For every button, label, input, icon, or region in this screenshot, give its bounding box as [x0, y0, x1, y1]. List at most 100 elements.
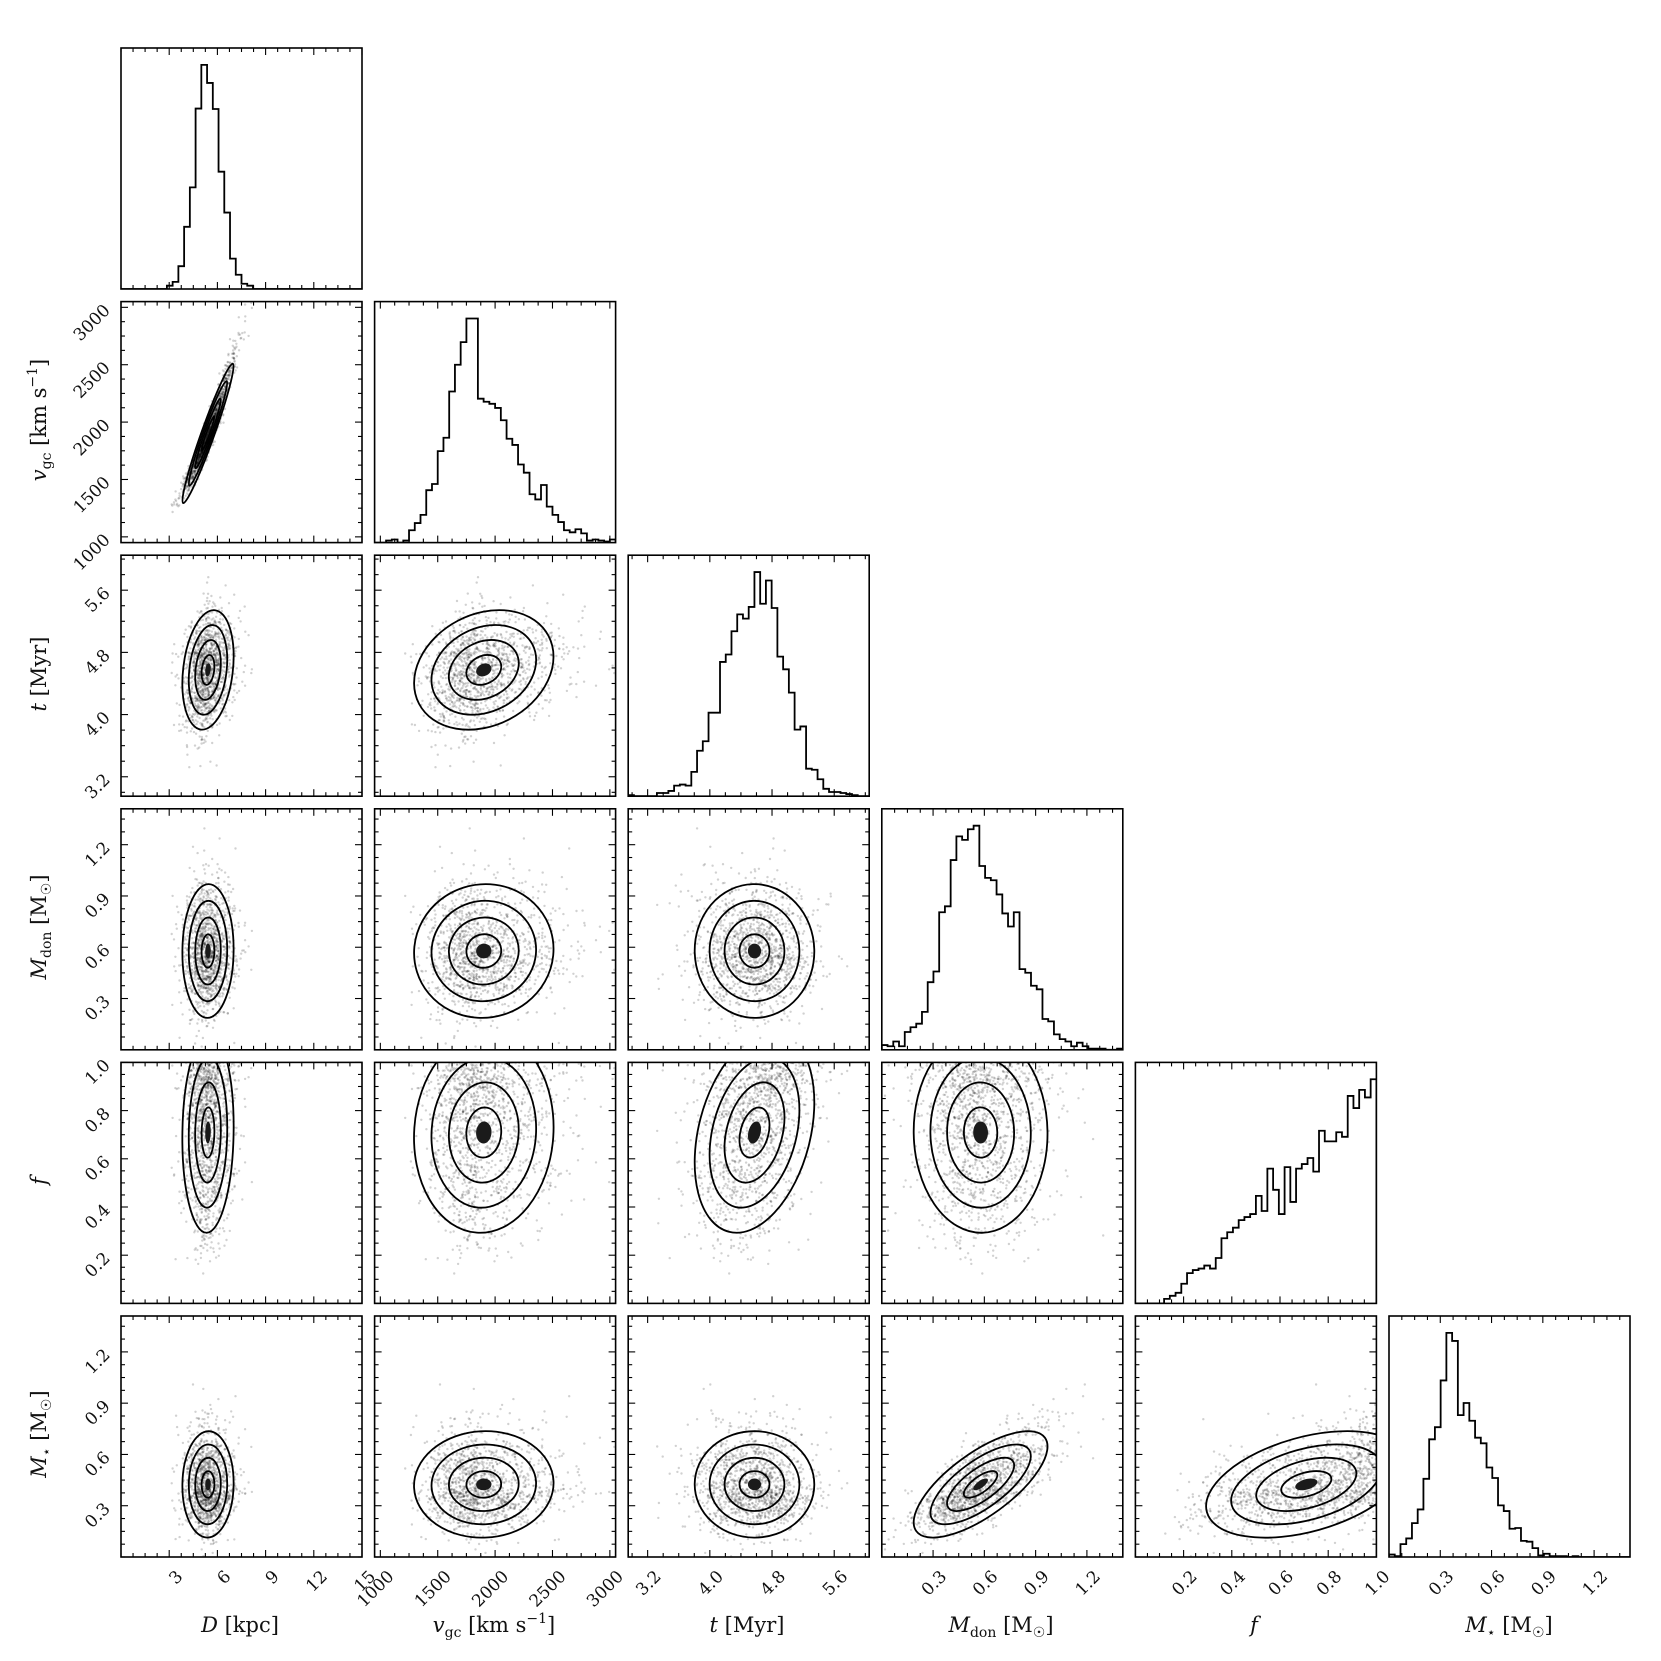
- sample-point: [475, 716, 479, 719]
- sample-point: [231, 349, 235, 352]
- sample-point: [196, 610, 199, 613]
- sample-point: [540, 675, 543, 678]
- sample-point: [548, 701, 551, 704]
- sample-point: [206, 622, 210, 625]
- sample-point: [449, 764, 452, 768]
- sample-point: [451, 691, 454, 694]
- sample-point: [533, 714, 537, 718]
- sample-point: [188, 1022, 192, 1025]
- sample-point: [526, 667, 529, 671]
- sample-point: [529, 693, 532, 696]
- sample-point: [207, 576, 210, 579]
- sample-point: [233, 360, 236, 363]
- sample-point: [528, 711, 531, 714]
- sample-point: [522, 606, 526, 610]
- sample-point: [228, 372, 232, 375]
- sample-point: [445, 710, 448, 713]
- sample-point: [200, 451, 203, 455]
- sample-point: [507, 638, 510, 641]
- sample-point: [452, 654, 455, 657]
- sample-point: [469, 702, 472, 705]
- sample-point: [186, 664, 189, 667]
- sample-point: [473, 662, 476, 665]
- sample-point: [491, 664, 494, 667]
- sample-point: [524, 680, 527, 684]
- sample-point: [489, 620, 492, 624]
- sample-point: [194, 470, 198, 473]
- sample-point: [214, 676, 217, 680]
- sample-point: [532, 718, 536, 722]
- sample-point: [172, 723, 176, 727]
- sample-point: [226, 374, 229, 377]
- sample-point: [594, 684, 598, 687]
- sample-point: [445, 697, 448, 700]
- sample-point: [204, 692, 208, 695]
- sample-point: [201, 688, 205, 692]
- sample-point: [221, 703, 224, 706]
- sample-point: [503, 734, 506, 737]
- sample-point: [478, 720, 481, 723]
- sample-point: [190, 676, 193, 680]
- sample-point: [480, 701, 483, 705]
- sample-point: [210, 671, 213, 675]
- sample-point: [232, 356, 235, 359]
- sample-point: [185, 938, 188, 941]
- sample-point: [502, 646, 505, 649]
- sample-point: [222, 948, 226, 952]
- sample-point: [485, 647, 488, 650]
- sample-point: [181, 475, 185, 478]
- sample-point: [534, 629, 538, 632]
- sample-point: [207, 629, 210, 632]
- sample-point: [237, 637, 240, 641]
- sample-point: [186, 702, 189, 706]
- sample-point: [199, 691, 202, 695]
- sample-point: [497, 680, 500, 684]
- sample-point: [206, 1009, 209, 1012]
- sample-point: [226, 643, 230, 646]
- sample-point: [549, 662, 552, 665]
- sample-point: [209, 707, 212, 710]
- sample-point: [449, 658, 453, 661]
- sample-point: [194, 650, 197, 653]
- sample-point: [199, 706, 203, 709]
- sample-point: [522, 636, 525, 639]
- sample-point: [232, 683, 236, 686]
- sample-point: [190, 478, 193, 481]
- sample-point: [215, 632, 218, 635]
- sample-point: [224, 384, 227, 387]
- sample-point: [528, 656, 531, 659]
- sample-point: [235, 646, 238, 649]
- sample-point: [190, 964, 193, 968]
- sample-point: [192, 657, 196, 661]
- sample-point: [221, 394, 224, 398]
- sample-point: [541, 670, 544, 674]
- sample-point: [222, 647, 225, 650]
- sample-point: [458, 610, 461, 613]
- sample-point: [453, 701, 457, 704]
- sample-point: [217, 653, 220, 656]
- sample-point: [193, 469, 197, 473]
- sample-point: [472, 760, 475, 763]
- sample-point: [505, 630, 508, 634]
- sample-point: [237, 968, 241, 971]
- sample-point: [457, 746, 461, 749]
- sample-point: [489, 723, 493, 726]
- sample-point: [235, 342, 238, 345]
- sample-point: [572, 646, 575, 649]
- sample-point: [447, 699, 451, 702]
- sample-point: [197, 458, 201, 461]
- sample-point: [243, 921, 247, 924]
- sample-point: [197, 665, 200, 668]
- sample-point: [223, 385, 226, 388]
- sample-point: [228, 663, 231, 666]
- sample-point: [209, 636, 212, 639]
- sample-point: [230, 622, 233, 626]
- sample-point: [453, 673, 457, 677]
- sample-point: [495, 661, 498, 664]
- sample-point: [486, 706, 489, 710]
- sample-point: [438, 628, 442, 631]
- sample-point: [464, 640, 467, 643]
- sample-point: [212, 682, 215, 685]
- sample-point: [191, 472, 195, 475]
- sample-point: [433, 709, 436, 712]
